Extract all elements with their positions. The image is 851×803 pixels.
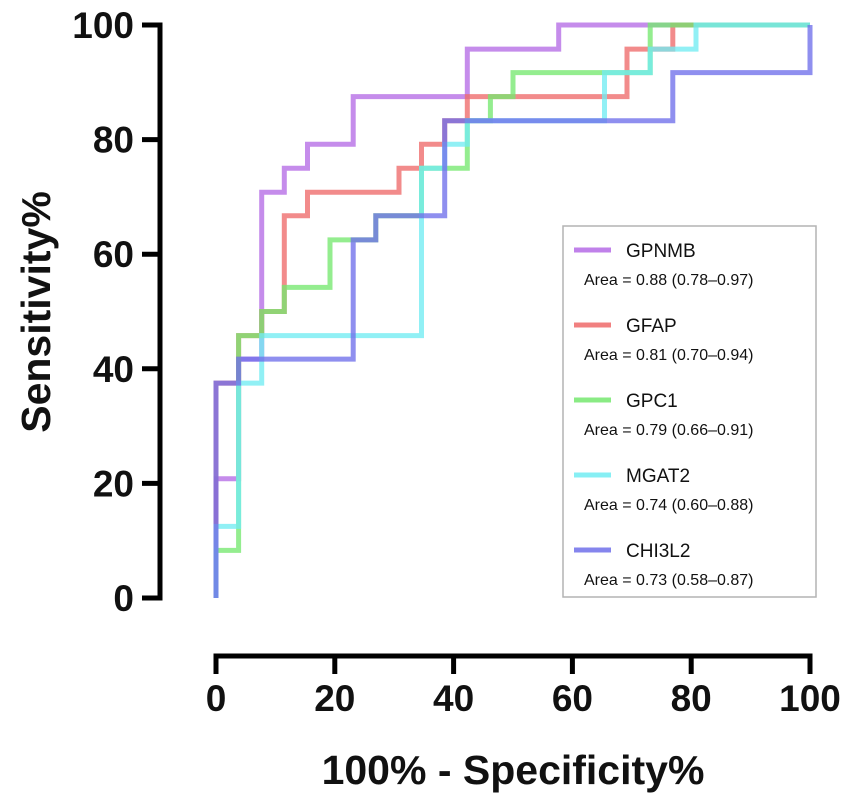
legend-label-chi3l2: CHI3L2 [626,541,690,562]
x-tick-label: 80 [671,678,712,719]
y-tick-label: 60 [93,234,134,275]
y-tick-label: 80 [93,120,134,161]
legend-area-chi3l2: Area = 0.73 (0.58–0.87) [584,572,753,589]
x-tick-label: 40 [433,678,474,719]
legend-label-gfap: GFAP [626,316,677,337]
legend-area-gpc1: Area = 0.79 (0.66–0.91) [584,422,753,439]
legend-area-gpnmb: Area = 0.88 (0.78–0.97) [584,272,753,289]
x-tick-label: 20 [314,678,355,719]
y-tick-label: 0 [113,578,134,619]
x-tick-label: 0 [206,678,227,719]
legend-label-mgat2: MGAT2 [626,466,690,487]
legend-area-gfap: Area = 0.81 (0.70–0.94) [584,347,753,364]
series-layer [213,22,813,598]
x-tick-label: 60 [552,678,593,719]
y-axis-ticks: 0 20 40 60 80 100 [72,5,160,619]
legend-box [562,225,817,598]
y-tick-label: 40 [93,349,134,390]
x-axis-ticks: 0 20 40 60 80 100 [206,656,841,719]
x-tick-label: 100 [779,678,841,719]
legend: GPNMB Area = 0.88 (0.78–0.97) GFAP Area = 0… [562,225,817,598]
legend-area-mgat2: Area = 0.74 (0.60–0.88) [584,497,753,514]
y-axis-title: Sensitivity% [13,191,59,433]
series-line-chi3l2 [213,25,813,598]
legend-label-gpc1: GPC1 [626,391,678,412]
x-axis-title: 100% - Specificity% [322,747,705,793]
y-tick-label: 20 [93,463,134,504]
y-tick-label: 100 [72,5,134,46]
legend-label-gpnmb: GPNMB [626,241,696,262]
axes: 0 20 40 60 80 100 0 20 40 60 80 100 [72,5,841,719]
